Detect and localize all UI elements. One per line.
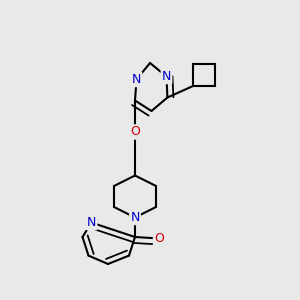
Text: N: N (132, 73, 141, 86)
Text: N: N (162, 70, 171, 83)
Text: N: N (87, 216, 96, 229)
Text: O: O (130, 125, 140, 139)
Text: O: O (154, 232, 164, 245)
Text: N: N (130, 211, 140, 224)
